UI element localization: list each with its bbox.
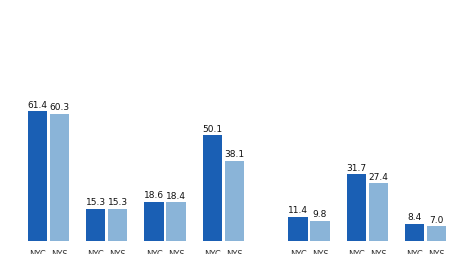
Bar [86, 209, 105, 241]
Text: NYS: NYS [370, 250, 386, 254]
Text: 60.3: 60.3 [49, 103, 70, 112]
Text: 38.1: 38.1 [224, 150, 244, 159]
Bar [50, 114, 69, 241]
Bar [28, 111, 47, 241]
Text: NYC: NYC [146, 250, 163, 254]
Bar [405, 224, 424, 241]
Text: 8.4: 8.4 [408, 213, 422, 222]
Text: 61.4: 61.4 [27, 101, 47, 110]
Text: NYC: NYC [204, 250, 221, 254]
Text: NYS: NYS [428, 250, 445, 254]
Text: NYC: NYC [290, 250, 306, 254]
Text: 7.0: 7.0 [429, 216, 444, 225]
Bar [203, 135, 222, 241]
Text: 15.3: 15.3 [108, 198, 128, 207]
Bar [288, 217, 308, 241]
Text: 3-8 GRADE MATH: 3-8 GRADE MATH [178, 30, 324, 46]
Bar [427, 227, 446, 241]
Text: NYC: NYC [29, 250, 46, 254]
Bar [369, 183, 388, 241]
Text: NYS: NYS [226, 250, 243, 254]
Text: 50.1: 50.1 [202, 124, 222, 134]
Text: NYC: NYC [348, 250, 365, 254]
Text: NYS: NYS [51, 250, 68, 254]
Bar [108, 209, 128, 241]
Text: 9.8: 9.8 [313, 210, 327, 219]
Text: 11.4: 11.4 [288, 207, 308, 215]
Text: NYS: NYS [168, 250, 184, 254]
Bar [166, 202, 186, 241]
Text: 18.6: 18.6 [144, 191, 164, 200]
Bar [145, 202, 164, 241]
Text: 15.3: 15.3 [86, 198, 106, 207]
Bar [225, 161, 244, 241]
Text: NYC: NYC [87, 250, 104, 254]
Text: NYC: NYC [406, 250, 423, 254]
Bar [346, 174, 366, 241]
Text: 27.4: 27.4 [368, 173, 388, 182]
Bar [310, 220, 329, 241]
Text: NYS: NYS [109, 250, 126, 254]
Text: NYS: NYS [311, 250, 328, 254]
Text: 31.7: 31.7 [346, 164, 366, 172]
Text: 18.4: 18.4 [166, 192, 186, 201]
